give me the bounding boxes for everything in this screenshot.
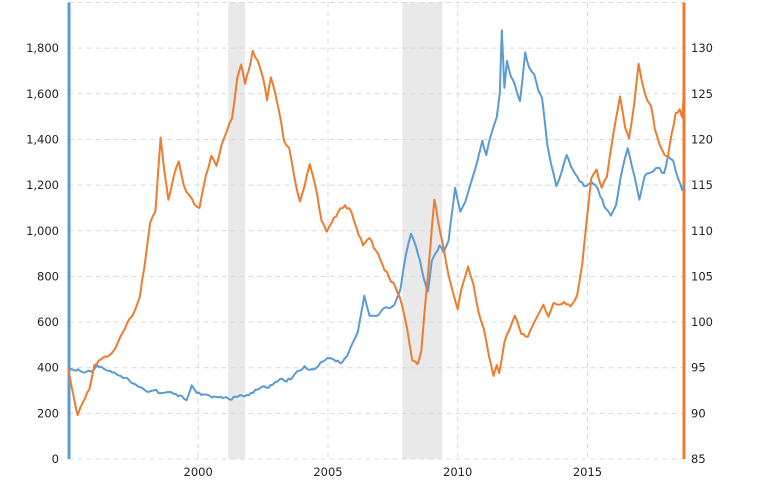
y-axis-left-tick-label: 1,400 — [26, 133, 59, 147]
y-axis-right-tick-label: 125 — [691, 87, 713, 101]
x-axis-tick-label: 2010 — [443, 465, 472, 479]
y-axis-right-tick-label: 100 — [691, 315, 713, 329]
y-axis-right-tick-label: 110 — [691, 224, 713, 238]
y-axis-left-tick-label: 400 — [37, 361, 59, 375]
y-axis-left-tick-label: 600 — [37, 315, 59, 329]
y-axis-right-tick-label: 115 — [691, 178, 713, 192]
x-axis-tick-label: 2000 — [184, 465, 213, 479]
x-axis-tick-label: 2005 — [313, 465, 342, 479]
y-axis-left-tick-label: 0 — [52, 452, 59, 466]
y-axis-right-tick-label: 105 — [691, 269, 713, 283]
y-axis-left-tick-label: 1,800 — [26, 41, 59, 55]
y-axis-right-tick-label: 90 — [691, 406, 706, 420]
y-axis-right-tick-label: 95 — [691, 361, 706, 375]
y-axis-left-tick-label: 1,600 — [26, 87, 59, 101]
y-axis-left-tick-label: 800 — [37, 269, 59, 283]
y-axis-right-tick-label: 120 — [691, 133, 713, 147]
y-axis-left-tick-label: 1,000 — [26, 224, 59, 238]
y-axis-right-tick-label: 130 — [691, 41, 713, 55]
series-line-blue_series — [67, 29, 685, 402]
series-line-orange_series — [67, 49, 685, 417]
x-axis-tick-label: 2015 — [573, 465, 602, 479]
y-axis-left-tick-label: 200 — [37, 406, 59, 420]
y-axis-right-tick-label: 85 — [691, 452, 706, 466]
y-axis-left-tick-label: 1,200 — [26, 178, 59, 192]
